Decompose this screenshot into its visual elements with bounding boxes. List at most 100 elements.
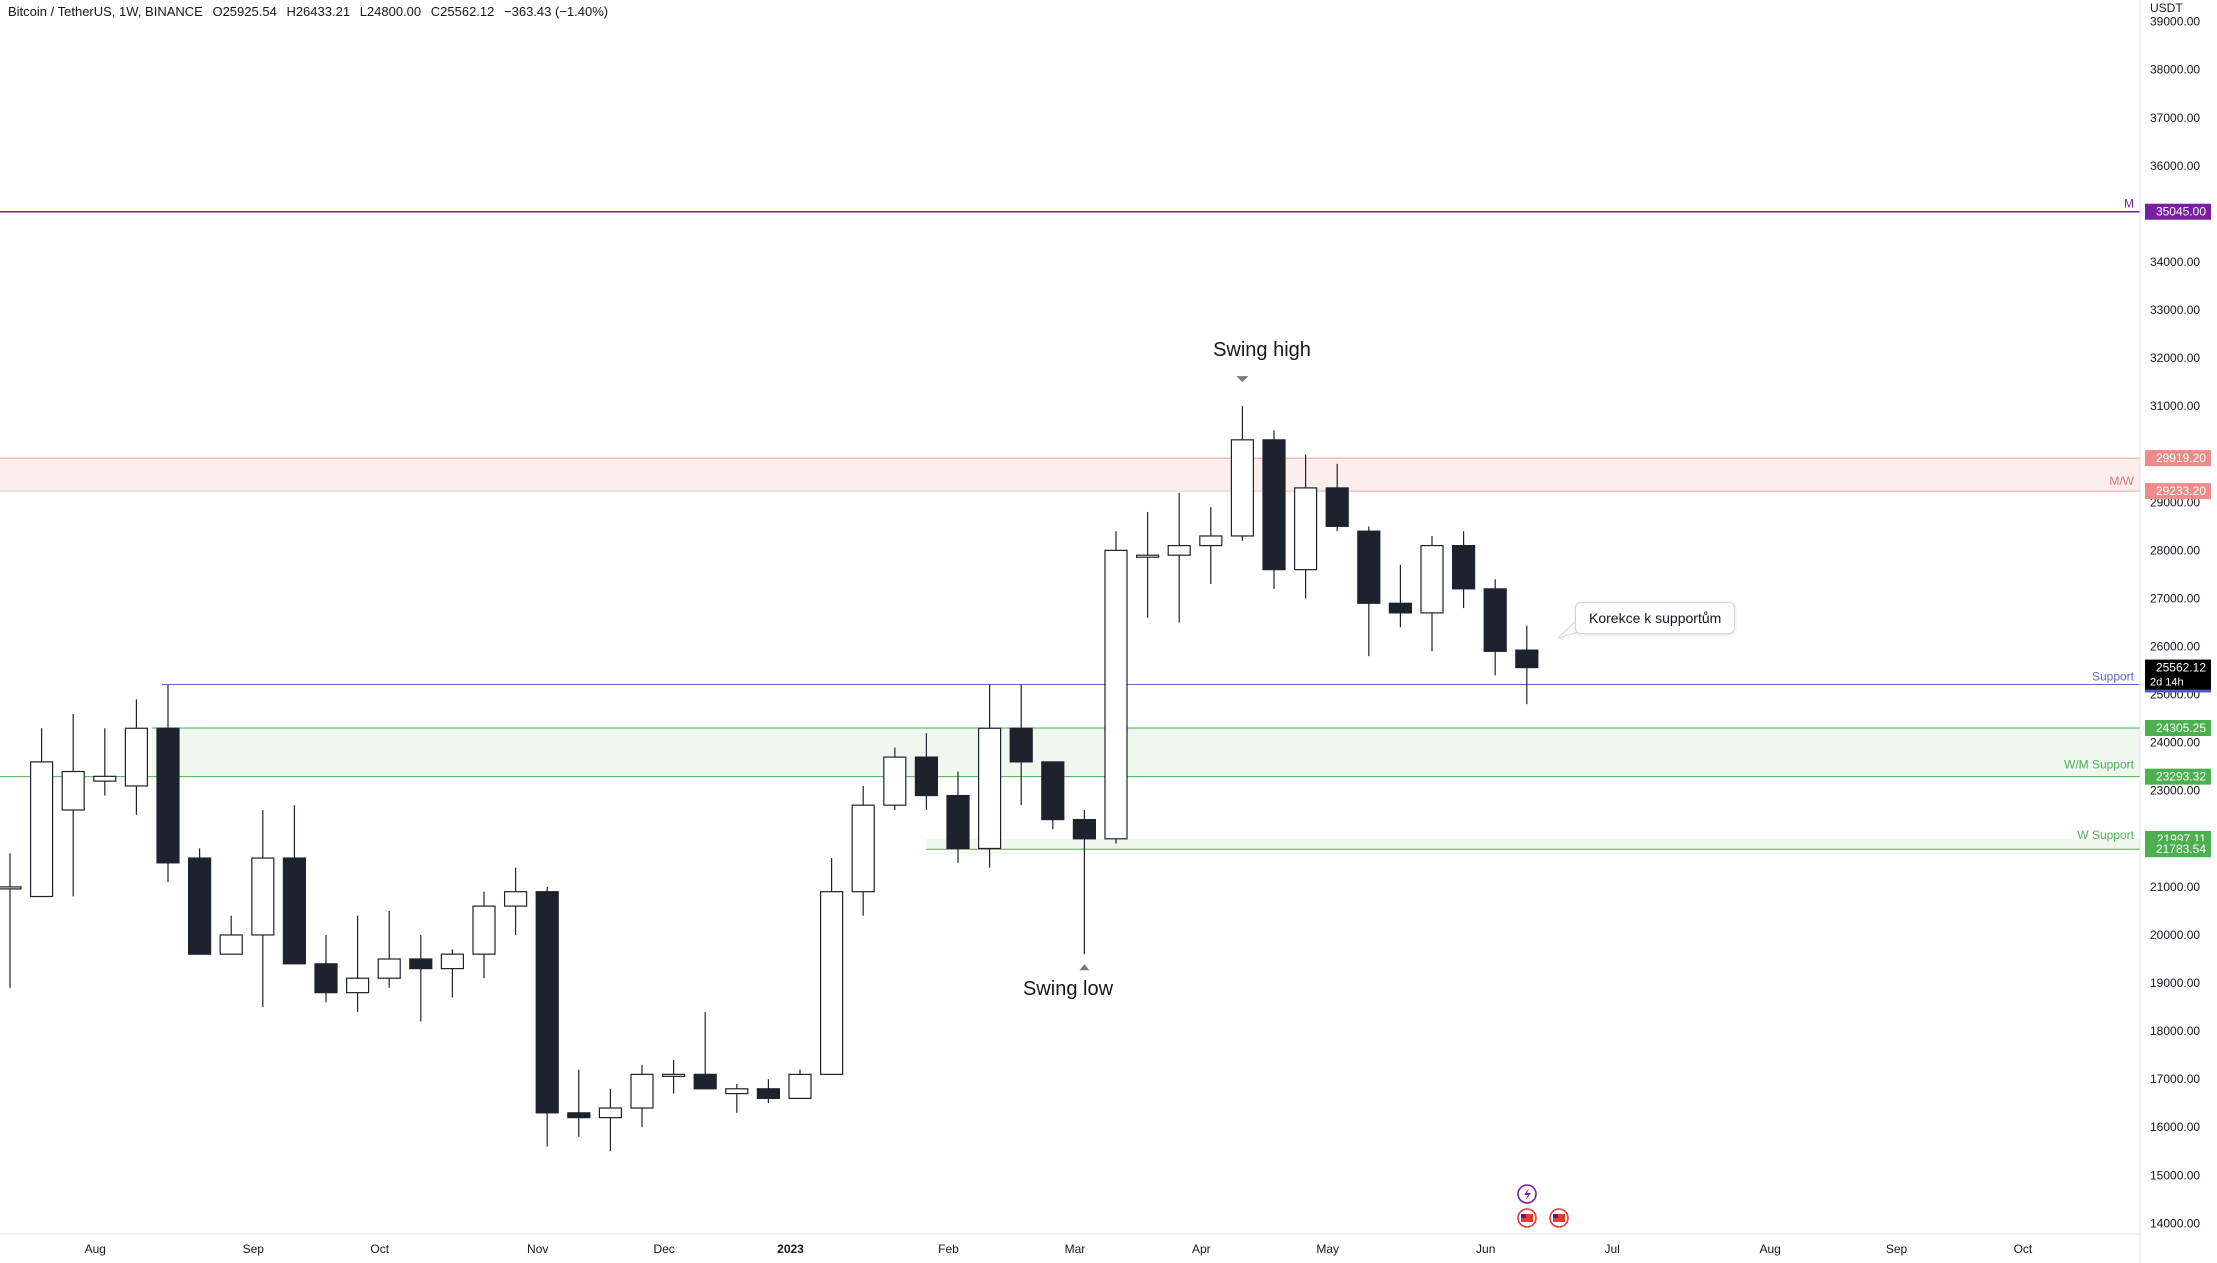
x-tick-label: Sep (243, 1242, 265, 1256)
y-tick-label: 24000.00 (2150, 736, 2200, 750)
candle-body (409, 958, 433, 970)
symbol-name[interactable]: Bitcoin / TetherUS, 1W, BINANCE (8, 4, 203, 19)
candle-body (472, 905, 496, 955)
candle-body (725, 1088, 749, 1095)
axis-currency: USDT (2150, 1, 2183, 15)
candle-body (282, 857, 306, 965)
candle-body (1167, 544, 1191, 556)
y-tick-label: 38000.00 (2150, 63, 2200, 77)
callout-note[interactable]: Korekce k supportům (1575, 602, 1736, 634)
candle-body (914, 756, 939, 797)
y-tick-label: 21000.00 (2150, 880, 2200, 894)
candle-body (630, 1073, 654, 1109)
candle-body (1230, 439, 1255, 537)
price-tags: 35045.0029919.2029233.2025211.3224305.25… (2145, 203, 2211, 858)
candle-body (188, 857, 212, 955)
candle-body (1451, 544, 1476, 590)
y-tick-label: 31000.00 (2150, 399, 2200, 413)
x-tick-label: Sep (1886, 1242, 1908, 1256)
candle-body (1388, 602, 1413, 614)
y-tick-label: 37000.00 (2150, 111, 2200, 125)
candle-body (377, 958, 401, 979)
swing-high-marker (1236, 376, 1249, 383)
price-tag: 29233.20 (2156, 484, 2206, 498)
x-tick-label: Oct (2014, 1242, 2033, 1256)
candle-body (1420, 544, 1444, 614)
candle-body (124, 727, 149, 787)
candle-body (314, 963, 338, 994)
candle-body (977, 727, 1002, 850)
price-tag: 24305.25 (2156, 721, 2206, 735)
candle-body (567, 1112, 591, 1119)
candle-body (156, 727, 180, 864)
us-flag-glyph (1521, 1214, 1533, 1222)
candle-body (1041, 761, 1065, 821)
candle-body (61, 770, 85, 811)
price-tag-bg (2145, 720, 2211, 737)
price-tag-bg (2145, 768, 2211, 785)
candle-body (535, 891, 559, 1114)
candle-body (788, 1073, 812, 1100)
candle-body (1135, 554, 1160, 558)
us-flag-glyph (1553, 1214, 1565, 1222)
price-tag: 29919.20 (2156, 451, 2206, 465)
y-tick-label: 39000.00 (2150, 15, 2200, 29)
last-price-bg (2145, 659, 2211, 690)
candle-body (1325, 487, 1349, 527)
swing-low-marker (1079, 964, 1090, 971)
candle-body (93, 775, 117, 782)
ohlc-open: O25925.54 (212, 4, 277, 19)
candles-layer (0, 406, 1539, 1152)
price-tag: 35045.00 (2156, 205, 2206, 219)
level-zones (0, 458, 2141, 850)
candle-body (346, 977, 370, 994)
x-tick-label: Jul (1604, 1242, 1619, 1256)
x-tick-label: Dec (653, 1242, 674, 1256)
candle-body (504, 891, 528, 907)
ohlc-low: L24800.00 (359, 4, 422, 19)
candle-body (1072, 818, 1097, 840)
x-tick-label: Nov (527, 1242, 548, 1256)
level-label: M/W (2109, 474, 2134, 488)
price-tag-bg (2145, 203, 2211, 220)
zone-band (152, 728, 2140, 777)
candle-body (219, 934, 243, 955)
time-axis[interactable]: Aug Sep Oct Nov Dec 2023 Feb Mar Apr May Jun Jul Aug… (85, 1242, 2033, 1256)
x-tick-label: Jun (1476, 1242, 1495, 1256)
y-tick-label: 34000.00 (2150, 255, 2200, 269)
ohlc-high: H26433.21 (286, 4, 351, 19)
candle-body (661, 1073, 686, 1077)
candle-body (851, 804, 875, 893)
y-tick-label: 15000.00 (2150, 1168, 2200, 1182)
y-tick-label: 17000.00 (2150, 1072, 2200, 1086)
price-tag-bg (2145, 450, 2211, 467)
level-label: W/M Support (2064, 758, 2135, 772)
x-tick-label: 2023 (777, 1242, 804, 1256)
symbol-header: Bitcoin / TetherUS, 1W, BINANCE O25925.5… (8, 4, 614, 19)
level-label: W Support (2077, 828, 2134, 842)
y-tick-label: 26000.00 (2150, 640, 2200, 654)
swing-low-label: Swing low (1023, 978, 1114, 1000)
x-tick-label: Feb (938, 1242, 959, 1256)
swing-high-label: Swing high (1213, 339, 1311, 361)
y-tick-label: 27000.00 (2150, 591, 2200, 605)
y-tick-label: 28000.00 (2150, 543, 2200, 557)
price-tag: 21783.54 (2156, 842, 2206, 856)
candle-body (251, 857, 275, 936)
last-price-value: 25562.12 (2156, 661, 2206, 675)
candle-body (693, 1073, 717, 1090)
candle-body (598, 1107, 623, 1119)
events-icons[interactable] (1517, 1184, 1569, 1228)
ohlc-close: C25562.12 (430, 4, 495, 19)
candle-body (0, 886, 22, 890)
y-tick-label: 14000.00 (2150, 1216, 2200, 1230)
x-tick-label: Apr (1192, 1242, 1211, 1256)
candle-body (756, 1088, 781, 1100)
candle-body (30, 761, 54, 898)
x-tick-label: Aug (85, 1242, 106, 1256)
candle-body (1293, 487, 1318, 571)
candle-body (1199, 535, 1223, 547)
y-tick-label: 18000.00 (2150, 1024, 2200, 1038)
y-tick-label: 19000.00 (2150, 976, 2200, 990)
